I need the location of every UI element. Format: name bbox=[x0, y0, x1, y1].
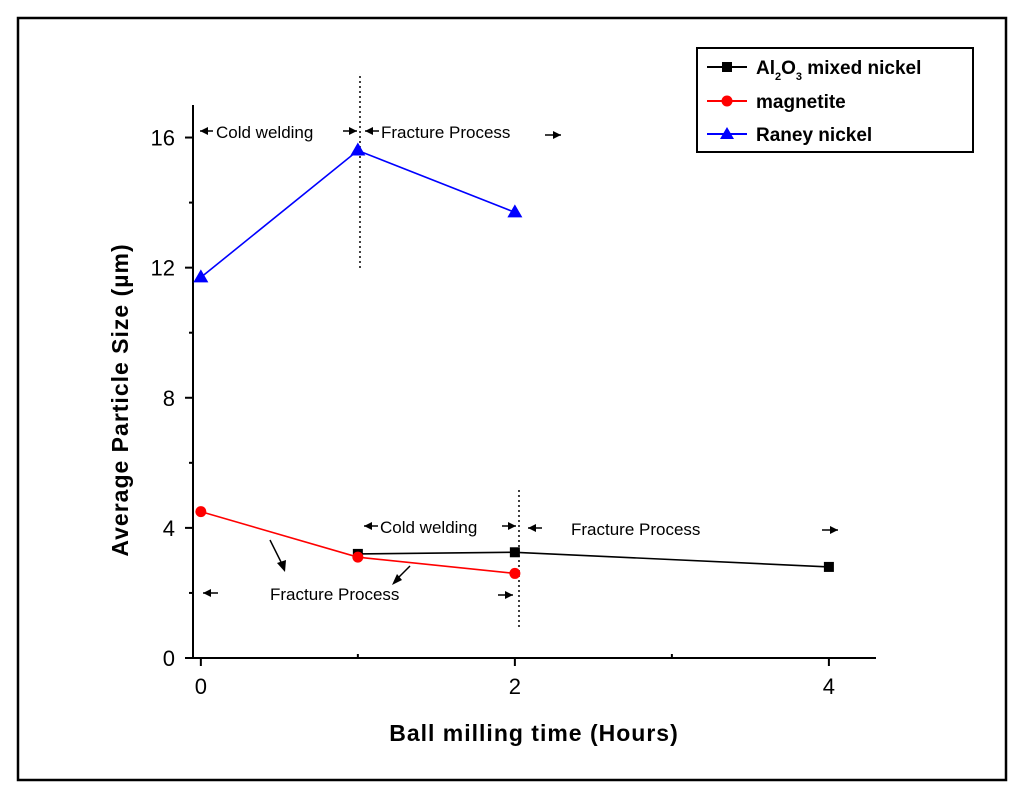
annotation-fracture-bottom-left: Fracture Process bbox=[270, 585, 399, 604]
legend-label-magnetite: magnetite bbox=[756, 92, 846, 113]
annotation-fracture-bottom-right: Fracture Process bbox=[571, 520, 700, 539]
point-magnetite-0 bbox=[195, 506, 207, 518]
series-line-raney-nickel bbox=[200, 149, 516, 279]
point-raney-nickel-1 bbox=[350, 142, 366, 156]
y-tick-label-8: 8 bbox=[163, 386, 175, 411]
point-magnetite-1 bbox=[352, 551, 364, 563]
tick-labels: 0 4 8 12 16 0 2 4 bbox=[151, 126, 836, 699]
legend-al-sub1: 2 bbox=[775, 71, 781, 83]
y-tick-label-0: 0 bbox=[163, 646, 175, 671]
point-al2o3-mixed-nickel-2 bbox=[823, 561, 834, 572]
legend-label-al2o3: Al2O3 mixed nickel bbox=[756, 58, 921, 83]
diagonal-arrow-1 bbox=[269, 539, 284, 567]
point-raney-nickel-0 bbox=[193, 269, 209, 283]
legend-marker-al2o3 bbox=[722, 62, 732, 72]
point-magnetite-2 bbox=[509, 567, 521, 579]
arrowhead-left-fracture-left bbox=[203, 589, 211, 597]
arrowhead-left-fracture-bottom bbox=[528, 524, 536, 532]
legend: Al2O3 mixed nickel magnetite Raney nicke… bbox=[696, 47, 974, 153]
annotation-cold-welding-bottom: Cold welding bbox=[380, 518, 477, 537]
y-tick-label-16: 16 bbox=[151, 126, 175, 151]
x-tick-label-4: 4 bbox=[823, 674, 835, 699]
y-tick-label-4: 4 bbox=[163, 516, 175, 541]
point-raney-nickel-2 bbox=[507, 204, 523, 218]
arrowhead-left-cold-bottom bbox=[364, 522, 372, 530]
legend-al-rest: mixed nickel bbox=[802, 58, 921, 79]
legend-al-sub2: 3 bbox=[796, 71, 802, 83]
diagonal-arrowhead-1 bbox=[277, 560, 286, 572]
ticks bbox=[185, 136, 830, 666]
outer-frame bbox=[16, 16, 1008, 782]
annotation-fracture-top: Fracture Process bbox=[381, 123, 510, 142]
arrowhead-right-cold-bottom bbox=[508, 522, 516, 530]
arrowhead-left-cold-top bbox=[200, 127, 208, 135]
x-tick-label-2: 2 bbox=[509, 674, 521, 699]
arrowhead-right-fracture-left bbox=[505, 591, 513, 599]
axes bbox=[192, 105, 876, 659]
annotation-bottom: Cold welding Fracture Process Fracture P… bbox=[203, 518, 838, 604]
x-tick-label-0: 0 bbox=[195, 674, 207, 699]
series-layer bbox=[193, 142, 834, 579]
y-axis-title: Average Particle Size (µm) bbox=[107, 243, 133, 556]
legend-al-main: Al bbox=[756, 58, 775, 79]
annotation-top: Cold welding Fracture Process bbox=[200, 123, 561, 142]
annotation-cold-welding-top: Cold welding bbox=[216, 123, 313, 142]
legend-label-raney: Raney nickel bbox=[756, 125, 872, 146]
legend-marker-magnetite bbox=[721, 95, 733, 107]
arrowhead-right-fracture-bottom bbox=[830, 526, 838, 534]
point-al2o3-mixed-nickel-1 bbox=[509, 547, 520, 558]
y-tick-label-12: 12 bbox=[151, 256, 175, 281]
legend-al-mid: O bbox=[781, 58, 796, 79]
legend-marker-raney bbox=[720, 127, 734, 139]
x-axis-title: Ball milling time (Hours) bbox=[389, 720, 679, 746]
arrowhead-left-fracture-top bbox=[365, 127, 373, 135]
arrowhead-right-cold-top bbox=[349, 127, 357, 135]
diagonal-arrowhead-2 bbox=[392, 574, 402, 585]
arrowhead-right-fracture-top bbox=[553, 131, 561, 139]
